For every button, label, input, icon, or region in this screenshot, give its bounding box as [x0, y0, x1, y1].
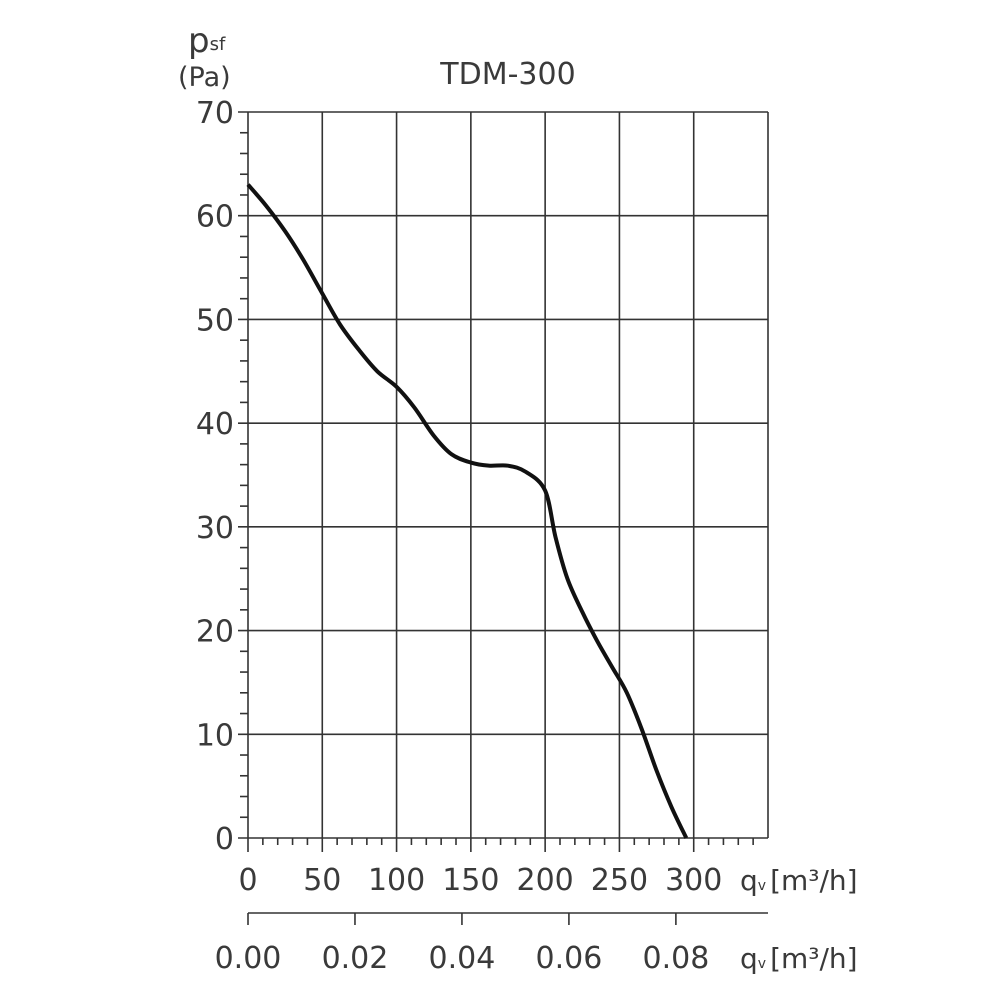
y-tick-label: 70 — [196, 96, 234, 131]
y-axis-label-main: p — [188, 21, 210, 61]
y-tick-label: 0 — [215, 822, 234, 857]
x-tick-label: 0 — [238, 863, 257, 898]
x-axis-label-sub: v — [758, 878, 766, 894]
x2-tick-label: 0.06 — [536, 941, 603, 976]
y-tick-label: 20 — [196, 615, 234, 650]
x2-axis-label-sub: v — [758, 956, 766, 972]
y-axis-label-sub: sf — [210, 34, 226, 55]
chart-title: TDM-300 — [439, 57, 575, 92]
y-tick-label: 30 — [196, 511, 234, 546]
y-tick-label: 40 — [196, 407, 234, 442]
x-tick-label: 150 — [442, 863, 499, 898]
x-tick-label: 300 — [665, 863, 722, 898]
y-axis-label: psf — [188, 21, 226, 61]
x-tick-label: 50 — [303, 863, 341, 898]
grid — [238, 111, 769, 839]
x-tick-label: 250 — [591, 863, 648, 898]
y-tick-label: 50 — [196, 303, 234, 338]
x2-tick-label: 0.04 — [429, 941, 496, 976]
y-tick-label: 60 — [196, 200, 234, 235]
x2-tick-label: 0.02 — [322, 941, 389, 976]
x-axis-unit: [m³/h] — [770, 864, 858, 897]
x-tick-label: 100 — [368, 863, 425, 898]
x2-axis-label: qv [m³/h] — [740, 942, 858, 975]
tick-labels: 0 10 20 30 40 50 60 70 0 50 100 150 200 250 300 0.00 0.0… — [196, 96, 723, 976]
x-axis-label: qv [m³/h] — [740, 864, 858, 897]
x2-axis-label-main: q — [740, 942, 758, 975]
x2-tick-label: 0.08 — [642, 941, 709, 976]
y-tick-label: 10 — [196, 718, 234, 753]
ticks — [240, 131, 768, 925]
x-tick-label: 200 — [517, 863, 574, 898]
y-axis-unit: (Pa) — [178, 62, 231, 93]
x2-tick-label: 0.00 — [215, 941, 282, 976]
x2-axis-unit: [m³/h] — [770, 942, 858, 975]
x-axis-label-main: q — [740, 864, 758, 897]
pressure-curve — [246, 183, 689, 839]
